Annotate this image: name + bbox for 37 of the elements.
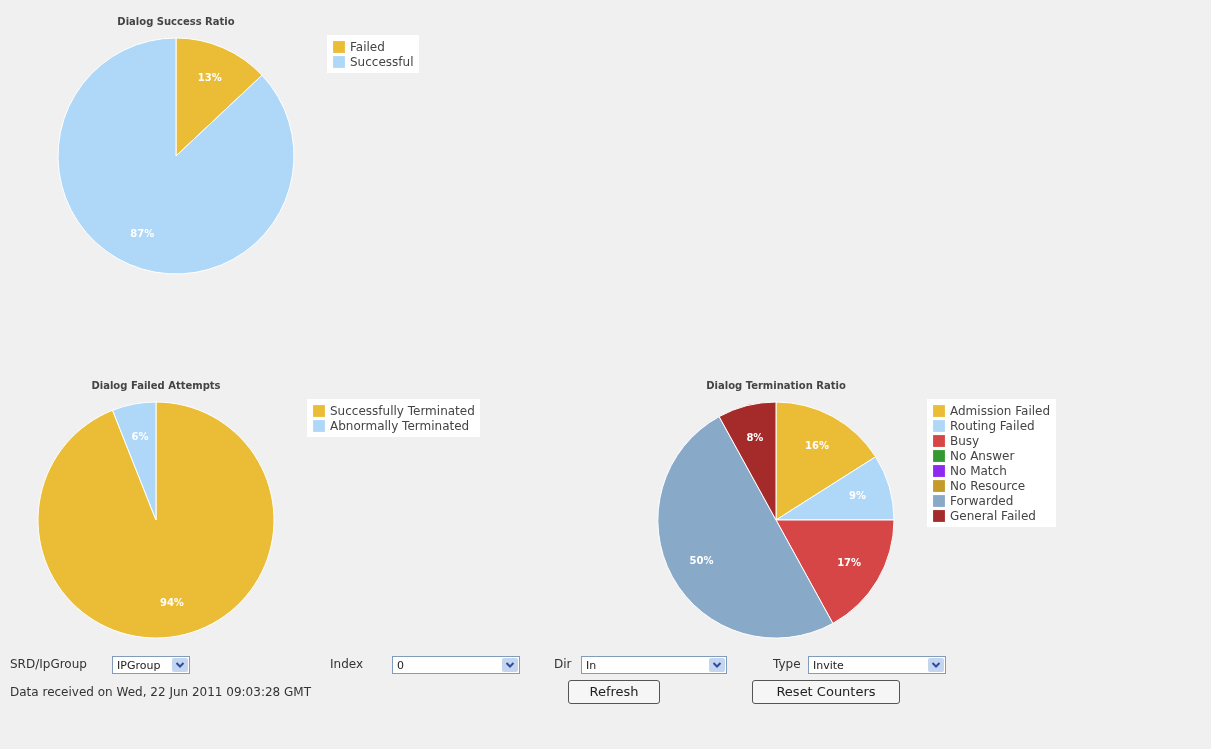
legend-label: No Answer	[950, 449, 1015, 463]
pie-slice	[37, 401, 275, 639]
data-label: 13%	[197, 72, 222, 84]
chart-title: Dialog Failed Attempts	[91, 380, 221, 391]
legend-label: Forwarded	[950, 494, 1014, 508]
text: Index	[330, 657, 364, 671]
chart-title: Dialog Termination Ratio	[706, 380, 846, 391]
text: Type	[773, 657, 801, 671]
dropdown-field: In	[581, 656, 727, 674]
data-label: 87%	[130, 227, 155, 239]
dropdown-field: IPGroup	[112, 656, 190, 674]
dropdown-field: Invite	[808, 656, 946, 674]
legend-label: Successfully Terminated	[330, 404, 475, 418]
legend-label: Admission Failed	[950, 404, 1051, 418]
button: Reset Counters	[752, 680, 900, 704]
legend-label: No Match	[950, 464, 1007, 478]
button: Refresh	[568, 680, 660, 704]
pie-slice	[57, 37, 295, 275]
dropdown-field: 0	[392, 656, 520, 674]
data-label: 16%	[804, 439, 829, 451]
data-label: 94%	[159, 597, 184, 609]
legend-label: General Failed	[950, 509, 1036, 523]
legend-label: No Resource	[950, 479, 1026, 493]
legend-label: Routing Failed	[950, 419, 1035, 433]
legend-label: Failed	[350, 40, 385, 54]
text: Data received on Wed, 22 Jun 2011 09:03:28 GMT	[10, 685, 311, 699]
data-label: 17%	[837, 557, 862, 569]
legend-label: Abnormally Terminated	[330, 419, 470, 433]
chart-title: Dialog Success Ratio	[117, 16, 235, 27]
data-label: 9%	[849, 490, 867, 502]
data-label: 50%	[689, 554, 714, 566]
data-label: 8%	[746, 431, 764, 443]
legend-label: Successful	[350, 55, 414, 69]
data-label: 6%	[131, 430, 149, 442]
text: Dir	[554, 657, 572, 671]
legend-label: Busy	[950, 434, 980, 448]
text: SRD/IpGroup	[10, 657, 87, 671]
